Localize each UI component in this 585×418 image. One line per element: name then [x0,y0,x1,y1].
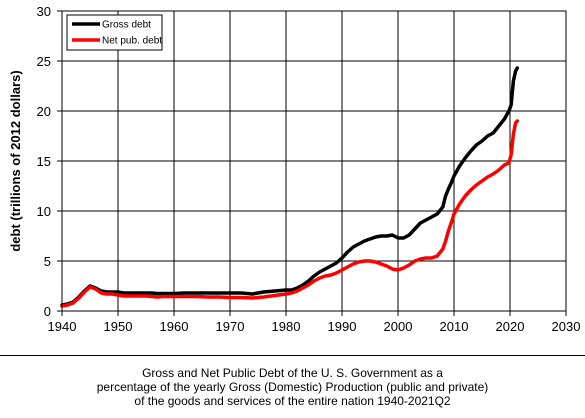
y-axis-label: debt (trillions of 2012 dollars) [8,70,23,251]
x-tick-label: 2020 [496,319,525,334]
x-tick-label: 1980 [272,319,301,334]
figure-caption: Gross and Net Public Debt of the U. S. G… [0,366,585,408]
x-tick-label: 2010 [440,319,469,334]
plot-border [61,10,567,312]
caption-line-3: of the goods and services of the entire … [134,394,451,408]
x-tick-label: 1970 [216,319,245,334]
y-tick-label: 30 [37,4,51,19]
y-tick-label: 15 [37,154,51,169]
series-line-gross-debt [60,66,520,307]
x-tick-label: 1950 [104,319,133,334]
y-tick-label: 5 [44,254,51,269]
legend-label-net-pub-debt: Net pub. debt [102,36,162,47]
debt-line-chart: 1940 1950 1960 1970 1980 1990 2000 2010 2020 2030… [8,4,581,334]
y-tick-label: 25 [37,54,51,69]
series-lines [60,66,520,308]
tick-labels: 1940 1950 1960 1970 1980 1990 2000 2010 2020 2030… [37,4,581,334]
x-tick-label: 2000 [384,319,413,334]
x-tick-label: 1990 [328,319,357,334]
y-tick-label: 20 [37,104,51,119]
x-tick-label: 1940 [48,319,77,334]
x-tick-label: 1960 [160,319,189,334]
caption-line-2: percentage of the yearly Gross (Domestic… [96,380,489,394]
series-line-net-pub-debt [60,119,520,308]
caption-line-1: Gross and Net Public Debt of the U. S. G… [142,366,443,380]
legend-label-gross-debt: Gross debt [102,20,151,31]
y-tick-label: 10 [37,204,51,219]
y-tick-label: 0 [44,304,51,319]
caption-separator [0,355,585,356]
x-tick-label: 2030 [552,319,581,334]
legend-box [66,14,163,51]
legend: Gross debt Net pub. debt [66,14,163,51]
